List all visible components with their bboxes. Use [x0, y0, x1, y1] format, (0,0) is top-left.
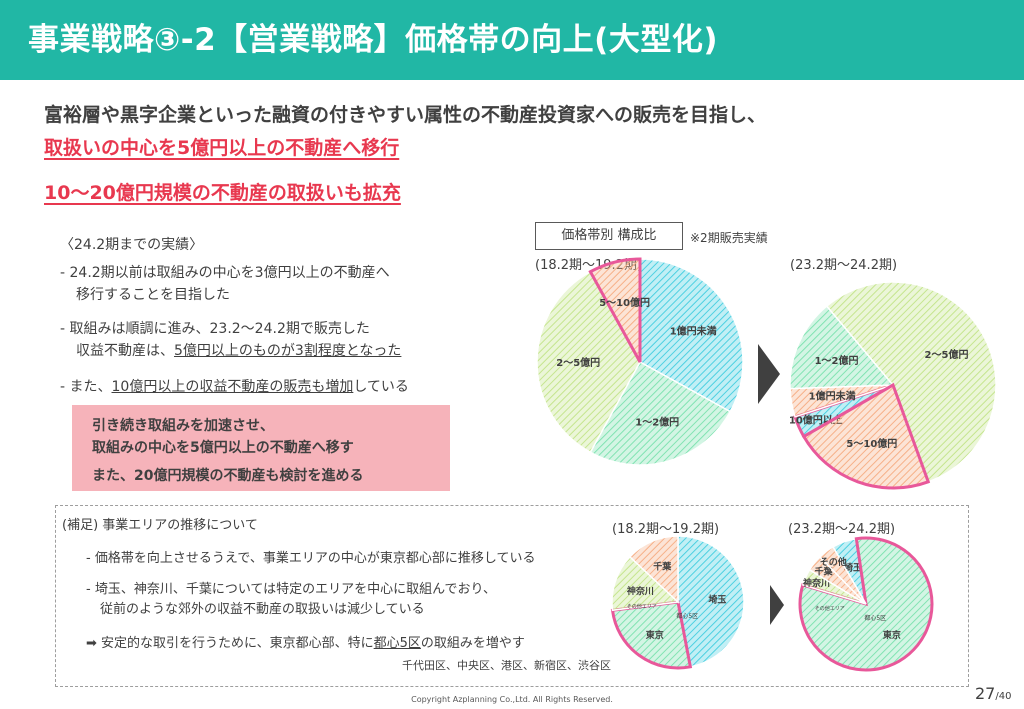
callout-line-3: また、20億円規模の不動産も検討を進める — [92, 468, 364, 484]
arrow-icon — [758, 344, 780, 404]
callout-box: 引き続き取組みを加速させ、 取組みの中心を5億円以上の不動産へ移す また、20億… — [72, 405, 450, 491]
supplement-bullet-2-line2: 従前のような郊外の収益不動産の取扱いは減少している — [100, 602, 425, 617]
pie-inner-label: 都心5区 — [864, 614, 886, 622]
results-bullet-3: - また、10億円以上の収益不動産の販売も増加している — [60, 376, 409, 398]
page-total: /40 — [995, 691, 1012, 702]
results-bullet-1: - 24.2期以前は取組みの中心を3億円以上の不動産へ 移行することを目指した — [60, 262, 390, 306]
results-heading: 〈24.2期までの実績〉 — [60, 237, 204, 253]
page-number: 27/40 — [975, 684, 1011, 703]
period-label-area-2: (23.2期〜24.2期) — [788, 522, 896, 537]
pie-slice-label-1: 1〜2億円 — [635, 415, 679, 428]
pie-slice-label-2: 2〜5億円 — [556, 356, 600, 369]
results-bullet-3-post: している — [353, 379, 409, 395]
results-bullet-2: - 取組みは順調に進み、23.2〜24.2期で販売した 収益不動産は、5億円以上… — [60, 318, 401, 362]
callout-line-1: 引き続き取組みを加速させ、 — [92, 418, 274, 434]
pie-slice-2 — [611, 555, 680, 612]
pie-inner-label: 都心5区 — [676, 612, 698, 620]
pie-slice-label-3: 2〜5億円 — [925, 348, 969, 361]
results-bullet-1-line2: 移行することを目指した — [76, 287, 230, 303]
supplement-bullet-3-pre: ➡ 安定的な取引を行うために、東京都心部、特に — [86, 636, 374, 651]
pie-slice-1 — [589, 360, 732, 466]
period-label-price-2: (23.2期〜24.2期) — [790, 258, 898, 273]
pie-slice-label-3: 5〜10億円 — [599, 296, 650, 309]
supplement-title: (補足) 事業エリアの推移について — [62, 518, 258, 533]
slide-title: 事業戦略③-2【営業戦略】価格帯の向上(大型化) — [28, 22, 719, 58]
pie-inner-label-2: その他エリア — [627, 603, 657, 610]
results-bullet-2-pre: 収益不動産は、 — [76, 343, 174, 359]
pie-slice-label-2: 1〜2億円 — [815, 354, 859, 367]
pie-slice-label-4: 5〜10億円 — [846, 437, 897, 450]
price-pie-chart-before: 1億円未満 1〜2億円 2〜5億円 5〜10億円 — [536, 257, 744, 466]
supplement-box — [55, 505, 969, 687]
supplement-bullet-2: - 埼玉、神奈川、千葉については特定のエリアを中心に取組んでおり、 従前のような… — [86, 580, 496, 620]
pie-slice-label-1: 1億円未満 — [809, 390, 856, 403]
period-label-area-1: (18.2期〜19.2期) — [612, 522, 720, 537]
pie-slice-label-4: その他 — [820, 556, 847, 568]
pie-slice-label-0: 1億円未満 — [670, 325, 717, 338]
supplement-bullet-2-line1: - 埼玉、神奈川、千葉については特定のエリアを中心に取組んでおり、 — [86, 582, 497, 597]
pie-slice-3 — [825, 281, 997, 483]
page-current: 27 — [975, 684, 996, 703]
pie-slice-4 — [818, 545, 867, 605]
results-bullet-3-pre: - また、 — [60, 379, 112, 395]
chart-note: ※2期販売実績 — [690, 231, 768, 245]
arrow-icon — [770, 585, 784, 625]
pie-slice-label-0: 埼玉 — [708, 593, 726, 605]
pie-slice-0 — [639, 258, 744, 413]
pie-slice-label-2: 神奈川 — [627, 585, 654, 597]
pie-slice-1 — [610, 600, 693, 670]
results-bullet-3-underline: 10億円以上の収益不動産の販売も増加 — [111, 379, 354, 395]
pie-slice-label-2: 神奈川 — [803, 577, 830, 589]
chart-title-box: 価格帯別 構成比 — [535, 222, 683, 250]
copyright: Copyright Azplanning Co.,Ltd. All Rights… — [411, 695, 613, 704]
pie-slice-label-1: 東京 — [883, 629, 901, 641]
supplement-bullet-3-post: の取組みを増やす — [420, 636, 525, 651]
pie-slice-3 — [588, 257, 642, 363]
results-bullet-2-line1: - 取組みは順調に進み、23.2〜24.2期で販売した — [60, 321, 370, 337]
lead-line-2: 取扱いの中心を5億円以上の不動産へ移行 — [44, 137, 400, 159]
pie-slice-label-3: 千葉 — [653, 561, 672, 573]
pie-slice-0 — [677, 535, 745, 668]
lead-line-1: 富裕層や黒字企業といった融資の付きやすい属性の不動産投資家への販売を目指し、 — [44, 104, 767, 126]
slide-header: 事業戦略③-2【営業戦略】価格帯の向上(大型化) — [0, 0, 1024, 80]
results-bullet-1-line1: - 24.2期以前は取組みの中心を3億円以上の不動産へ — [60, 265, 390, 281]
pie-inner-label-2: その他エリア — [815, 605, 845, 612]
supplement-bullet-3: ➡ 安定的な取引を行うために、東京都心部、特に都心5区の取組みを増やす — [86, 634, 525, 654]
pie-slice-4 — [801, 382, 931, 490]
results-bullet-2-underline: 5億円以上のものが3割程度となった — [174, 343, 402, 359]
results-bullet-2-line2: 収益不動産は、5億円以上のものが3割程度となった — [60, 340, 401, 362]
callout-line-2: 取組みの中心を5億円以上の不動産へ移す — [92, 440, 354, 456]
pie-slice-label-0: 埼玉 — [844, 562, 862, 574]
supplement-bullet-1: - 価格帯を向上させるうえで、事業エリアの中心が東京都心部に推移している — [86, 551, 536, 566]
supplement-bullet-3-underline: 都心5区 — [373, 636, 421, 651]
lead-line-3: 10〜20億円規模の不動産の取扱いも拡充 — [44, 182, 401, 204]
pie-slice-2 — [789, 305, 895, 390]
pie-slice-3 — [628, 535, 679, 604]
pie-slice-label-1: 東京 — [646, 629, 664, 641]
pie-slice-label-3: 千葉 — [815, 565, 834, 577]
supplement-wards: 千代田区、中央区、港区、新宿区、渋谷区 — [402, 659, 611, 672]
